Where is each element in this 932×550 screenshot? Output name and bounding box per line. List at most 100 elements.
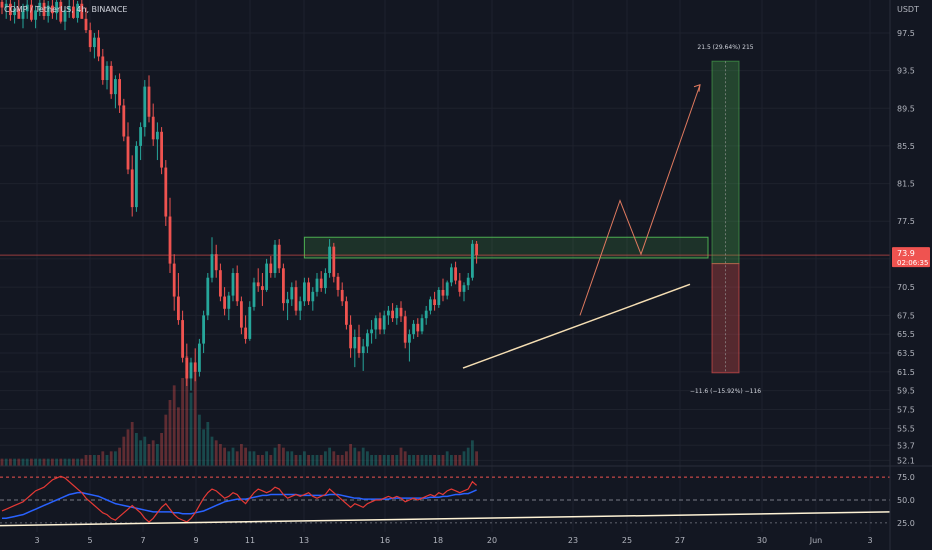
candle-body: [433, 299, 436, 306]
candle-body: [412, 323, 415, 335]
volume-bar: [408, 455, 411, 466]
countdown-timer: 02:06:35: [897, 259, 928, 267]
candle-body: [340, 289, 344, 302]
candle-body: [403, 316, 407, 343]
volume-bar: [139, 440, 142, 466]
candle-body: [277, 244, 281, 269]
price-tick: 55.5: [897, 424, 915, 433]
price-tick: 81.5: [897, 180, 915, 189]
candle-body: [122, 105, 126, 137]
volume-bar: [399, 447, 403, 466]
candle-body: [114, 79, 117, 95]
volume-bar: [80, 458, 84, 466]
volume-bar: [286, 451, 289, 466]
candle-body: [244, 327, 247, 339]
volume-bar: [151, 440, 155, 466]
volume-bar: [0, 458, 4, 466]
volume-bar: [265, 451, 268, 466]
candle-body: [311, 291, 315, 302]
volume-bar: [471, 440, 474, 466]
volume-bar: [76, 458, 79, 466]
candle-body: [298, 301, 302, 311]
volume-bar: [59, 458, 63, 466]
volume-bar: [114, 451, 117, 466]
candle-body: [286, 299, 289, 304]
candle-body: [265, 263, 268, 290]
rsi-pane[interactable]: 75.0 50.0 25.0: [0, 465, 932, 528]
resistance-zone: [0, 236, 890, 259]
volume-bar: [135, 433, 138, 466]
time-tick: 18: [433, 536, 443, 545]
volume-bar: [303, 451, 306, 466]
volume-bar: [160, 433, 163, 466]
volume-bar: [84, 455, 88, 466]
volume-bar: [437, 455, 441, 466]
volume-bar: [412, 455, 415, 466]
volume-bar: [63, 458, 67, 466]
candle-body: [429, 299, 432, 311]
candle-body: [97, 37, 100, 57]
volume-bar: [353, 447, 357, 466]
candle-body: [336, 276, 340, 290]
candle-body: [450, 267, 453, 283]
volume-bar: [202, 429, 205, 466]
candle-body: [160, 131, 163, 168]
volume-bar: [72, 458, 75, 466]
candles[interactable]: [0, 0, 478, 391]
volume-bar: [55, 458, 58, 466]
time-tick: 9: [193, 536, 198, 545]
volume-bar: [252, 451, 256, 466]
volume-bar: [429, 455, 432, 466]
price-axis[interactable]: 97.593.589.585.581.577.573.570.567.565.5…: [889, 0, 930, 550]
volume-bar: [357, 451, 361, 466]
candle-body: [139, 127, 142, 146]
volume-bar: [315, 455, 319, 466]
candle-body: [382, 315, 386, 330]
volume-bar: [223, 447, 226, 466]
candle-body: [252, 282, 256, 307]
candle-body: [240, 301, 243, 328]
volume-bar: [181, 378, 184, 466]
candle-body: [25, 4, 29, 12]
candle-body: [357, 337, 361, 354]
rsi-tick: 75.0: [897, 473, 915, 482]
candle-body: [206, 277, 210, 316]
resistance-zone-box: [303, 236, 709, 259]
candle-body: [168, 216, 172, 264]
candle-body: [59, 1, 63, 22]
time-axis[interactable]: 3 5 7 9 11 13 16 18 20 23 25 27 30 Jun 3: [34, 536, 872, 545]
candle-body: [172, 263, 176, 297]
candle-body: [84, 18, 88, 31]
volume-bar: [420, 455, 424, 466]
time-tick: 11: [245, 536, 255, 545]
volume-bar: [307, 455, 310, 466]
rsi-trendline: [0, 511, 891, 527]
volume-bar: [378, 455, 382, 466]
candle-body: [0, 1, 4, 8]
volume-bar: [210, 436, 214, 466]
symbol-title[interactable]: COMP / TetherUS, 4h, BINANCE: [4, 5, 127, 14]
drawings[interactable]: 21.5 (29.64%) 215 −11.6 (−15.92%) −116: [462, 44, 761, 395]
volume-bar: [177, 407, 180, 466]
volume-bar: [454, 455, 457, 466]
candle-body: [202, 315, 205, 344]
volume-bar: [97, 455, 100, 466]
volume-bar: [319, 455, 323, 466]
candle-body: [46, 5, 50, 17]
volume-bar: [231, 447, 235, 466]
volume-bar: [282, 447, 285, 466]
price-tick: 63.5: [897, 349, 915, 358]
candle-body: [72, 6, 75, 18]
rsi-tick: 25.0: [897, 519, 915, 528]
volume-bar: [441, 455, 445, 466]
candle-body: [34, 10, 37, 20]
candle-body: [416, 323, 420, 332]
volume-bar: [450, 455, 453, 466]
volume-bar: [185, 356, 189, 466]
volume-bar: [109, 451, 113, 466]
price-tick: 65.5: [897, 330, 915, 339]
candle-body: [67, 6, 71, 11]
candle-body: [290, 287, 294, 300]
candle-body: [366, 333, 369, 347]
